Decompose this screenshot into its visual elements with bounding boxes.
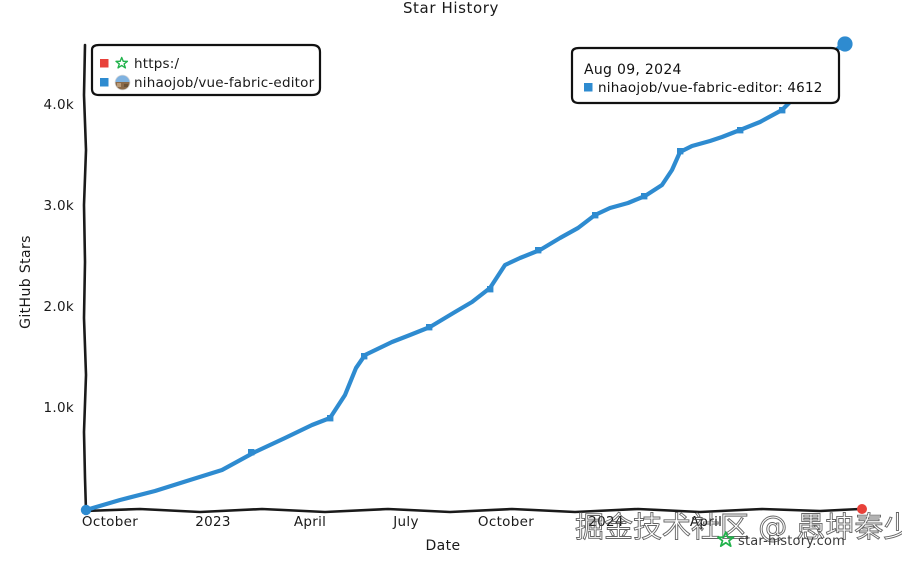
y-axis-line — [82, 43, 88, 513]
data-point[interactable] — [426, 324, 433, 331]
green-star-icon — [717, 531, 735, 547]
legend-color-swatch-red — [100, 59, 109, 68]
data-point[interactable] — [487, 286, 494, 293]
legend-label-vue-fabric-editor: nihaojob/vue-fabric-editor — [134, 75, 315, 91]
data-point[interactable] — [641, 193, 648, 200]
series-line-vue-fabric-editor[interactable] — [83, 42, 845, 513]
avatar-icon — [114, 74, 131, 91]
green-star-icon — [115, 56, 129, 69]
tooltip-color-swatch — [584, 83, 593, 92]
tooltip-box — [570, 46, 841, 105]
series-markers — [80, 36, 853, 516]
series-path — [83, 42, 845, 513]
x-tick-label-3: April — [294, 514, 326, 530]
data-point[interactable] — [677, 148, 684, 155]
tooltip: Aug 09, 2024 nihaojob/vue-fabric-editor:… — [570, 46, 841, 105]
legend: https:/ nihaojob/vue-fabric-editor — [90, 43, 322, 97]
x-tick-label-7: April — [690, 514, 722, 530]
legend-label-https: https:/ — [134, 56, 179, 72]
y-tick-label-4: 4.0k — [44, 97, 75, 113]
data-point-highlighted[interactable] — [837, 36, 853, 52]
legend-item-vue-fabric-editor[interactable]: nihaojob/vue-fabric-editor — [100, 74, 315, 91]
chart-title: Star History — [403, 0, 499, 17]
x-tick-label-6: 2024 — [588, 514, 624, 530]
x-tick-label-1: October — [82, 514, 138, 530]
y-tick-label-1: 1.0k — [44, 400, 75, 416]
data-point[interactable] — [248, 449, 255, 456]
data-point[interactable] — [361, 353, 368, 360]
y-axis-title: GitHub Stars — [18, 235, 34, 329]
y-tick-label-3: 3.0k — [44, 198, 75, 214]
watermark-text: 掘金技术社区 @ 愚坤秦少卫 — [575, 510, 902, 544]
data-point[interactable] — [592, 212, 599, 219]
legend-box — [90, 43, 322, 97]
tooltip-series-value: nihaojob/vue-fabric-editor: 4612 — [598, 80, 823, 96]
x-axis-line — [83, 507, 862, 514]
legend-color-swatch-blue — [100, 78, 109, 87]
branding-label: star-history.com — [738, 534, 845, 549]
x-axis-title: Date — [425, 538, 460, 554]
x-tick-label-2: 2023 — [195, 514, 231, 530]
x-tick-label-5: October — [478, 514, 534, 530]
data-point[interactable] — [535, 247, 542, 254]
data-point-https-end[interactable] — [857, 504, 867, 514]
data-point-start[interactable] — [80, 504, 92, 516]
x-tick-label-4: July — [392, 514, 418, 530]
data-point[interactable] — [737, 127, 744, 134]
data-point[interactable] — [779, 107, 786, 114]
legend-item-https[interactable]: https:/ — [100, 56, 179, 72]
y-tick-label-2: 2.0k — [44, 299, 75, 315]
tooltip-date: Aug 09, 2024 — [584, 62, 682, 78]
data-point[interactable] — [327, 415, 334, 422]
series-line-https[interactable] — [857, 504, 867, 514]
branding[interactable]: star-history.com — [717, 531, 845, 549]
